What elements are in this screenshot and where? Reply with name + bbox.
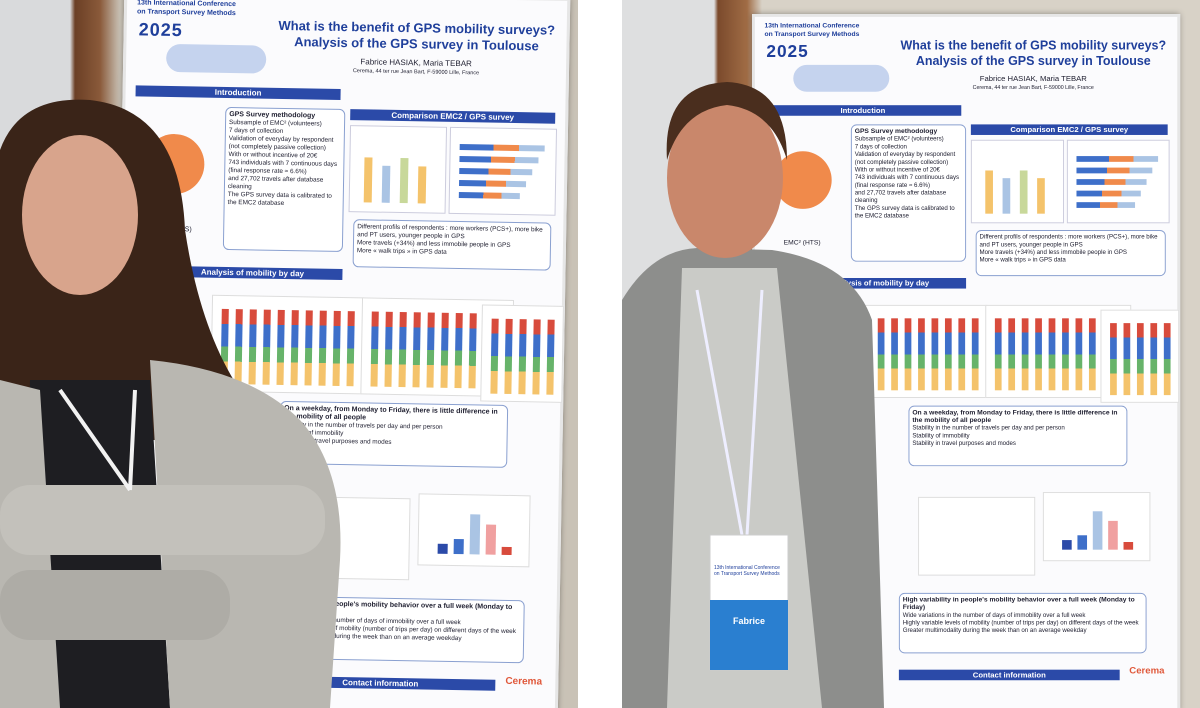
- bar-decor: [1021, 318, 1029, 391]
- bar-decor: [1108, 520, 1118, 550]
- finding: Stability in the number of travels per d…: [912, 424, 1065, 432]
- bar-decor: [931, 318, 939, 391]
- bar-decor: [891, 318, 898, 391]
- bar-decor: [918, 318, 925, 391]
- badge-event: 13th International Conference on Transpo…: [714, 565, 780, 577]
- conference-year: 2025: [766, 41, 809, 62]
- face: [22, 135, 138, 295]
- footer-bar: Contact information: [898, 669, 1120, 681]
- conference-name: on Transport Survey Methods: [764, 31, 860, 38]
- bar-decor: [1077, 535, 1088, 550]
- conclusion-bullet: Wide variations in the number of days of…: [902, 612, 1086, 619]
- bar-decor: [1019, 170, 1028, 214]
- bar-decor: [1008, 318, 1016, 391]
- conclusion-box: High variability in people's mobility be…: [898, 592, 1147, 654]
- bar-decor: [1037, 178, 1045, 214]
- emc2-label: EMC² (HTS): [783, 239, 821, 247]
- bar-decor: [1150, 323, 1158, 396]
- methodology-bullet: Subsample of EMC² (volunteers): [854, 135, 944, 143]
- bar-decor: [1076, 179, 1147, 185]
- bar-decor: [1062, 318, 1069, 391]
- section-bar: Analysis of mobility by day: [793, 278, 967, 289]
- finding: On a weekday, from Monday to Friday, the…: [912, 409, 1118, 424]
- bar-decor: [1076, 167, 1153, 174]
- methodology-bullet: 743 individuals with 7 continuous days (…: [854, 174, 960, 189]
- bar-decor: [1092, 511, 1103, 550]
- arm: [0, 570, 230, 640]
- bar-decor: [1088, 318, 1096, 391]
- badge-name: Fabrice: [733, 616, 765, 626]
- bar-decor: [1076, 190, 1141, 197]
- logo-cloud: [793, 64, 890, 92]
- poster-subtitle: Analysis of the GPS survey in Toulouse: [915, 53, 1151, 68]
- bar-decor: [958, 318, 966, 391]
- section-bar: Introduction: [764, 105, 962, 116]
- section-bar: Comparison EMC2 / GPS survey: [970, 124, 1168, 135]
- bar-decor: [1075, 318, 1083, 391]
- badge-band: [710, 600, 788, 670]
- bar-decor: [1123, 542, 1134, 550]
- bar-decor: [1048, 318, 1056, 391]
- methodology-bullet: The GPS survey data is calibrated to the…: [854, 205, 955, 220]
- conclusion-heading: High variability in people's mobility be…: [902, 596, 1135, 612]
- finding: Stability of immobility: [912, 432, 970, 440]
- bar-decor: [1110, 323, 1117, 396]
- methodology-bullet: With or without incentive of 20€: [854, 166, 940, 174]
- bar-decor: [904, 318, 912, 391]
- people-layer: [0, 99, 341, 708]
- people-layer: 13th International Conference on Transpo…: [622, 82, 884, 708]
- footer-logo: Cerema: [1129, 665, 1165, 677]
- bar-decor: [1076, 156, 1159, 162]
- lanyard: [58, 388, 137, 492]
- bar-decor: [1163, 323, 1171, 396]
- bar-decor: [1136, 323, 1144, 396]
- chart-box: [918, 496, 1036, 576]
- left-photo: 13th International Conference on Transpor…: [0, 0, 578, 708]
- bar-decor: [1035, 318, 1042, 391]
- hair: [666, 82, 787, 160]
- authors: Fabrice HASIAK, Maria TEBAR: [979, 74, 1087, 84]
- bar-decor: [944, 318, 952, 391]
- conclusion-bullet: Greater multimodality during the week th…: [902, 627, 1087, 635]
- bar-decor: [1076, 202, 1136, 208]
- lanyard: [695, 289, 764, 536]
- conference-edition: 13th International Conference: [764, 22, 860, 30]
- bar-decor: [877, 318, 885, 391]
- comparison-bullet: Different profils of respondents : more …: [979, 233, 1158, 249]
- comparison-bullet: More « walk trips » in GPS data: [979, 256, 1066, 264]
- methodology-bullet: 7 days of collection: [854, 143, 907, 151]
- affiliation: Cerema, 44 ter rue Jean Bart, F-59000 Li…: [972, 85, 1094, 91]
- bar-decor: [1123, 323, 1131, 396]
- comparison-box: Different profils of respondents : more …: [975, 230, 1166, 277]
- methodology-heading: GPS Survey methodology: [854, 128, 938, 135]
- bar-decor: [994, 318, 1002, 391]
- bar-decor: [985, 170, 993, 214]
- methodology-box: GPS Survey methodology Subsample of EMC² …: [850, 124, 967, 262]
- emc2-circle: [774, 151, 832, 209]
- bar-decor: [971, 318, 979, 391]
- bar-decor: [1002, 178, 1011, 214]
- poster-title: What is the benefit of GPS mobility surv…: [900, 38, 1167, 53]
- methodology-bullet: Validation of everyday by respondent (no…: [854, 151, 956, 166]
- arm: [0, 485, 325, 555]
- finding: Stability in travel purposes and modes: [912, 440, 1016, 447]
- bar-decor: [1062, 540, 1072, 550]
- right-photo: 13th International Conference on Transpor…: [622, 0, 1200, 708]
- methodology-bullet: and 27,702 travels after database cleani…: [854, 189, 947, 205]
- face: [667, 98, 783, 258]
- conclusion-bullet: Highly variable levels of mobility (numb…: [902, 619, 1139, 627]
- findings-box: On a weekday, from Monday to Friday, the…: [908, 405, 1128, 467]
- badge-text-holder: 13th International Conference on Transpo…: [714, 565, 780, 577]
- comparison-bullet: More travels (+34%) and less immobile pe…: [979, 249, 1127, 256]
